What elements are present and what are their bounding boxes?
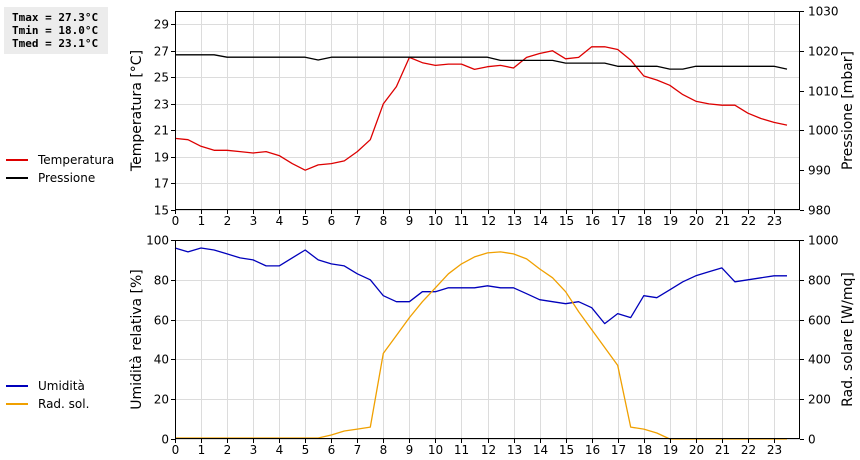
x-tick-label: 12 bbox=[481, 214, 496, 228]
x-tick-label: 4 bbox=[276, 443, 284, 457]
y2-tick-label: 980 bbox=[808, 204, 831, 218]
y2-axis-label-1: Rad. solare [W/mq] bbox=[840, 272, 856, 407]
x-tick-label: 5 bbox=[302, 214, 310, 228]
x-tick-label: 6 bbox=[328, 443, 336, 457]
stats-tmax: Tmax = 27.3°C bbox=[12, 11, 99, 24]
x-tick-label: 15 bbox=[559, 214, 574, 228]
x-tick-label: 11 bbox=[454, 443, 469, 457]
x-tick-label: 3 bbox=[250, 214, 258, 228]
x-tick-label: 0 bbox=[172, 443, 180, 457]
y-tick-label: 0 bbox=[161, 433, 169, 447]
x-tick-label: 7 bbox=[354, 214, 362, 228]
y-tick-label: 19 bbox=[154, 151, 169, 165]
plot-area-0 bbox=[175, 11, 800, 210]
plot-area-1 bbox=[175, 240, 800, 439]
y2-tick-label: 1010 bbox=[808, 85, 839, 99]
x-tick-label: 23 bbox=[767, 214, 782, 228]
legend-label: Pressione bbox=[38, 171, 95, 185]
x-tick-label: 1 bbox=[198, 443, 206, 457]
stats-tmed: Tmed = 23.1°C bbox=[12, 37, 99, 50]
x-tick-label: 21 bbox=[715, 443, 730, 457]
x-tick-label: 14 bbox=[533, 214, 548, 228]
y2-tick-label: 1030 bbox=[808, 5, 839, 19]
x-tick-label: 17 bbox=[611, 214, 626, 228]
x-tick-label: 17 bbox=[611, 443, 626, 457]
x-tick-label: 0 bbox=[172, 214, 180, 228]
y-tick-label: 80 bbox=[154, 274, 169, 288]
x-tick-label: 20 bbox=[689, 214, 704, 228]
y2-tick-label: 1000 bbox=[808, 234, 839, 248]
x-tick-label: 16 bbox=[585, 443, 600, 457]
x-tick-label: 9 bbox=[406, 443, 414, 457]
y-tick-label: 60 bbox=[154, 314, 169, 328]
legend-label: Temperatura bbox=[37, 153, 114, 167]
x-tick-label: 8 bbox=[380, 443, 388, 457]
series-line-pressione bbox=[175, 54, 788, 70]
x-tick-label: 11 bbox=[454, 214, 469, 228]
y2-tick-label: 400 bbox=[808, 353, 831, 367]
x-tick-label: 7 bbox=[354, 443, 362, 457]
x-tick-label: 1 bbox=[198, 214, 206, 228]
y2-tick-label: 1000 bbox=[808, 124, 839, 138]
y-tick-label: 40 bbox=[154, 353, 169, 367]
x-tick-label: 23 bbox=[767, 443, 782, 457]
x-tick-label: 10 bbox=[428, 214, 443, 228]
x-tick-label: 8 bbox=[380, 214, 388, 228]
y2-tick-label: 990 bbox=[808, 164, 831, 178]
x-tick-label: 12 bbox=[481, 443, 496, 457]
y-tick-label: 15 bbox=[154, 204, 169, 218]
y2-tick-label: 800 bbox=[808, 274, 831, 288]
x-tick-label: 22 bbox=[741, 443, 756, 457]
legend-label: Rad. sol. bbox=[38, 397, 89, 411]
y-axis-label-0: Temperatura [°C] bbox=[129, 50, 145, 172]
stats-box: Tmax = 27.3°C Tmin = 18.0°C Tmed = 23.1°… bbox=[4, 7, 108, 54]
x-tick-label: 19 bbox=[663, 443, 678, 457]
stats-tmin: Tmin = 18.0°C bbox=[12, 24, 99, 37]
y2-tick-label: 600 bbox=[808, 314, 831, 328]
x-tick-label: 20 bbox=[689, 443, 704, 457]
y2-tick-label: 1020 bbox=[808, 45, 839, 59]
y-tick-label: 100 bbox=[146, 234, 169, 248]
series-line-umidit- bbox=[174, 247, 787, 325]
y2-tick-label: 0 bbox=[808, 433, 816, 447]
y-tick-label: 17 bbox=[154, 177, 169, 191]
x-tick-label: 18 bbox=[637, 443, 652, 457]
x-tick-label: 6 bbox=[328, 214, 336, 228]
series-line-temperatura bbox=[174, 46, 788, 171]
x-tick-label: 2 bbox=[224, 214, 232, 228]
x-tick-label: 13 bbox=[507, 214, 522, 228]
x-tick-label: 3 bbox=[250, 443, 258, 457]
x-tick-label: 19 bbox=[663, 214, 678, 228]
y-tick-label: 20 bbox=[154, 393, 169, 407]
x-tick-label: 18 bbox=[637, 214, 652, 228]
x-tick-label: 10 bbox=[428, 443, 443, 457]
y-tick-label: 29 bbox=[154, 18, 169, 32]
x-tick-label: 15 bbox=[559, 443, 574, 457]
y-tick-label: 27 bbox=[154, 45, 169, 59]
x-tick-label: 14 bbox=[533, 443, 548, 457]
x-tick-label: 9 bbox=[406, 214, 414, 228]
x-tick-label: 5 bbox=[302, 443, 310, 457]
plot-frame-1 bbox=[175, 240, 800, 439]
x-tick-label: 21 bbox=[715, 214, 730, 228]
x-tick-label: 4 bbox=[276, 214, 284, 228]
y-tick-label: 25 bbox=[154, 71, 169, 85]
x-tick-label: 22 bbox=[741, 214, 756, 228]
x-tick-label: 13 bbox=[507, 443, 522, 457]
y-tick-label: 23 bbox=[154, 98, 169, 112]
x-tick-label: 2 bbox=[224, 443, 232, 457]
legend-label: Umidità bbox=[38, 379, 85, 393]
y2-tick-label: 200 bbox=[808, 393, 831, 407]
x-tick-label: 16 bbox=[585, 214, 600, 228]
y-axis-label-1: Umidità relativa [%] bbox=[129, 269, 145, 410]
y2-axis-label-0: Pressione [mbar] bbox=[840, 51, 856, 170]
y-tick-label: 21 bbox=[154, 124, 169, 138]
plot-frame-0 bbox=[175, 11, 800, 210]
